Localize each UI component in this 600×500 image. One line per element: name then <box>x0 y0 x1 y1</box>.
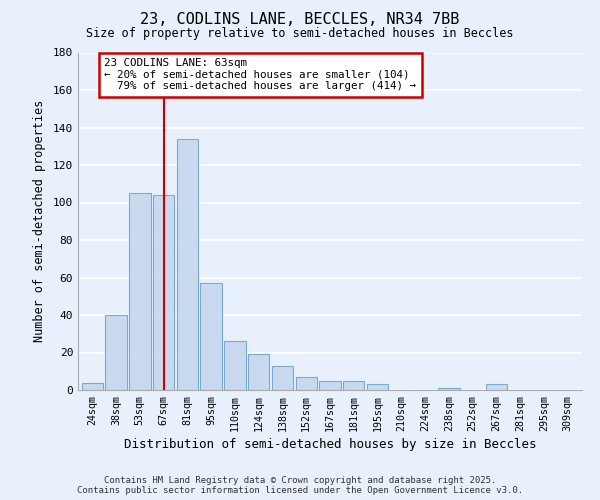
Text: Contains HM Land Registry data © Crown copyright and database right 2025.
Contai: Contains HM Land Registry data © Crown c… <box>77 476 523 495</box>
Bar <box>319 380 341 390</box>
Bar <box>129 193 151 390</box>
Bar <box>438 388 460 390</box>
Bar <box>296 377 317 390</box>
Bar <box>224 341 245 390</box>
Text: 23, CODLINS LANE, BECCLES, NR34 7BB: 23, CODLINS LANE, BECCLES, NR34 7BB <box>140 12 460 28</box>
Text: 23 CODLINS LANE: 63sqm
← 20% of semi-detached houses are smaller (104)
  79% of : 23 CODLINS LANE: 63sqm ← 20% of semi-det… <box>104 58 416 92</box>
Bar <box>106 315 127 390</box>
Bar <box>82 382 103 390</box>
Bar <box>486 384 507 390</box>
Text: Size of property relative to semi-detached houses in Beccles: Size of property relative to semi-detach… <box>86 28 514 40</box>
Bar <box>248 354 269 390</box>
Bar <box>367 384 388 390</box>
Bar <box>200 283 222 390</box>
X-axis label: Distribution of semi-detached houses by size in Beccles: Distribution of semi-detached houses by … <box>124 438 536 451</box>
Y-axis label: Number of semi-detached properties: Number of semi-detached properties <box>33 100 46 342</box>
Bar <box>272 366 293 390</box>
Bar <box>153 195 174 390</box>
Bar <box>343 380 364 390</box>
Bar <box>176 138 198 390</box>
